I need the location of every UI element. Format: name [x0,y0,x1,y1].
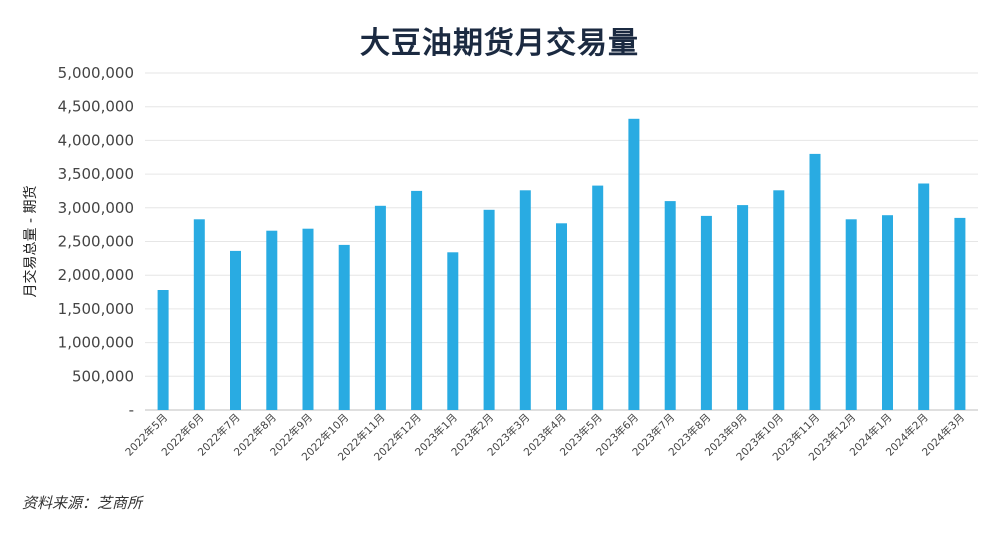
bar [737,205,749,410]
bar [411,190,423,410]
y-tick-label: 1,000,000 [58,334,134,352]
y-axis-ticks: - 500,000 1,000,000 1,500,000 2,000,000 2,500… [58,64,134,419]
bar [302,228,314,410]
bar [230,250,241,410]
y-tick-label: 1,500,000 [58,300,134,318]
bar [664,201,676,410]
bar [882,215,893,410]
bar [266,230,278,410]
bar [483,209,495,410]
bar [374,205,386,410]
y-tick-label: 3,500,000 [58,165,134,183]
y-tick-label: - [129,401,134,419]
y-tick-label: 5,000,000 [58,64,134,82]
bar [592,185,604,410]
bar [556,223,567,410]
bars [157,118,966,411]
y-tick-label: 2,000,000 [58,266,134,284]
bar [628,118,640,411]
bar [193,219,205,410]
bar [809,153,821,410]
chart-title: 大豆油期货月交易量 [360,26,639,61]
bar [918,183,930,410]
y-tick-label: 3,000,000 [58,199,134,217]
source-note: 资料来源：芝商所 [22,494,143,512]
y-tick-label: 4,500,000 [58,98,134,116]
y-axis-label: 月交易总量 - 期货 [22,186,39,298]
bar [519,190,531,410]
y-tick-label: 4,000,000 [58,131,134,149]
bar [773,190,785,410]
bar [157,290,169,410]
bar [700,215,712,410]
y-tick-label: 2,500,000 [58,233,134,251]
bar [954,217,966,410]
bar [447,252,459,410]
x-axis-ticks: 2022年5月2022年6月2022年7月2022年8月2022年9月2022年… [123,411,967,463]
y-tick-label: 500,000 [72,367,134,385]
bar [845,219,857,410]
bar [338,244,350,410]
